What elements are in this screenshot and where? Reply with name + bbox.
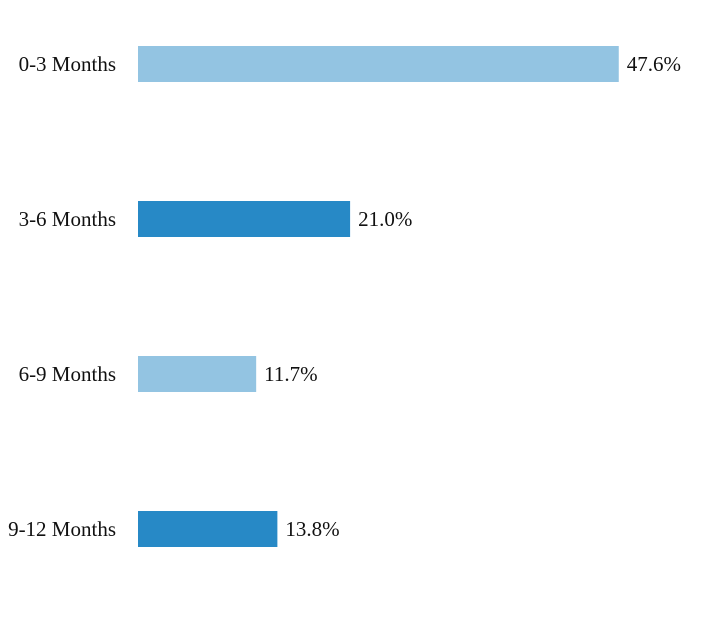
category-label-3: 9-12 Months bbox=[8, 517, 116, 541]
bar-1 bbox=[138, 201, 351, 237]
category-label-2: 6-9 Months bbox=[19, 362, 116, 386]
category-label-1: 3-6 Months bbox=[19, 207, 116, 231]
bar-0 bbox=[138, 46, 619, 82]
bar-2 bbox=[138, 356, 257, 392]
bar-3 bbox=[138, 511, 278, 547]
value-label-2: 11.7% bbox=[264, 362, 317, 386]
value-label-0: 47.6% bbox=[627, 52, 681, 76]
value-label-1: 21.0% bbox=[358, 207, 412, 231]
value-label-3: 13.8% bbox=[285, 517, 339, 541]
category-label-0: 0-3 Months bbox=[19, 52, 116, 76]
plot-area: 0-3 Months 47.6% 3-6 Months 21.0% 6-9 Months… bbox=[8, 46, 681, 547]
